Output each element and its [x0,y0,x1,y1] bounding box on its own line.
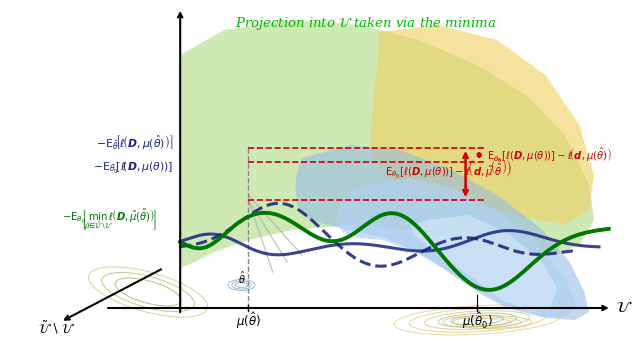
Text: $-\mathrm{E}_{\theta_0}\!\left[\ell\!\left(\boldsymbol{D},\mu(\theta)\right)\rig: $-\mathrm{E}_{\theta_0}\!\left[\ell\!\le… [93,161,173,175]
Text: $\mathrm{E}_{\theta_0}[\ell(\boldsymbol{D},\mu(\theta))]-\ell\!\left(\boldsymbol: $\mathrm{E}_{\theta_0}[\ell(\boldsymbol{… [487,145,612,164]
Text: $\mathrm{E}_{\theta_0}[\ell(\boldsymbol{D},\mu(\theta))]-\ell\!\left(\boldsymbol: $\mathrm{E}_{\theta_0}[\ell(\boldsymbol{… [385,157,512,180]
Text: $\mu(\hat{\theta})$: $\mu(\hat{\theta})$ [236,310,261,331]
Polygon shape [411,215,557,312]
Text: $\tilde{\mathcal{U}} \setminus \mathcal{U}$: $\tilde{\mathcal{U}} \setminus \mathcal{… [38,319,75,336]
Text: $\mu(\hat{\theta}_0)$: $\mu(\hat{\theta}_0)$ [462,310,493,331]
Text: $-\mathrm{E}_{\theta_0}\!\!\left[\!\min_{\tilde{\mu}\in\tilde{\mathcal{U}}\setmi: $-\mathrm{E}_{\theta_0}\!\!\left[\!\min_… [63,208,158,232]
Text: $\hat{\theta}$: $\hat{\theta}$ [237,270,246,286]
Polygon shape [295,145,589,320]
Polygon shape [180,20,594,268]
Text: Projection into $\mathcal{U}$ taken via the minima: Projection into $\mathcal{U}$ taken via … [235,15,496,32]
Polygon shape [336,178,577,318]
Polygon shape [370,25,594,225]
Text: $-\mathrm{E}_{\hat{\theta}}\!\left[\ell\!\left(\boldsymbol{D},\mu(\hat{\theta})\: $-\mathrm{E}_{\hat{\theta}}\!\left[\ell\… [96,134,173,152]
Text: $\mathcal{U}$: $\mathcal{U}$ [616,300,632,316]
